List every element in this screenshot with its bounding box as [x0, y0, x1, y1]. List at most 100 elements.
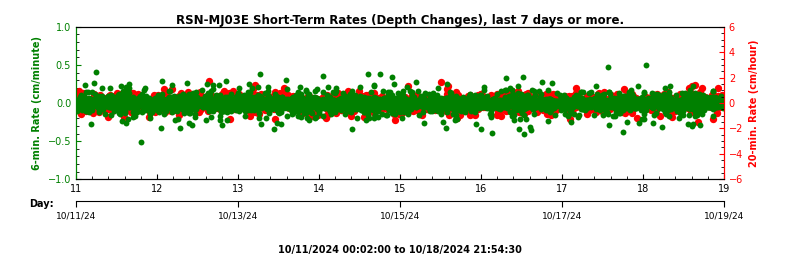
Point — [250, 99, 263, 103]
Point — [138, 100, 151, 104]
Point — [216, 104, 229, 109]
Point — [104, 95, 117, 99]
Point — [593, 105, 606, 109]
Point — [646, 100, 658, 104]
Point — [125, 99, 138, 103]
Point — [300, 101, 313, 105]
Point — [377, 100, 390, 104]
Point — [626, 104, 638, 108]
Point — [529, 103, 542, 107]
Point — [142, 101, 154, 105]
Point — [710, 104, 723, 108]
Point — [128, 102, 141, 106]
Point — [630, 102, 642, 106]
Point — [587, 113, 600, 117]
Point — [486, 97, 499, 101]
Point — [607, 98, 620, 102]
Point — [524, 103, 537, 107]
Point — [533, 98, 546, 102]
Point — [671, 109, 684, 113]
Point — [233, 100, 246, 104]
Point — [586, 101, 599, 105]
Point — [445, 103, 458, 108]
Point — [307, 95, 320, 99]
Point — [362, 101, 375, 105]
Point — [102, 101, 115, 105]
Point — [585, 99, 598, 103]
Point — [686, 99, 698, 103]
Point — [197, 100, 210, 104]
Point — [286, 102, 299, 106]
Point — [644, 100, 657, 104]
Point — [520, 99, 533, 103]
Point — [159, 94, 172, 99]
Point — [346, 100, 359, 104]
Point — [479, 99, 492, 103]
Point — [435, 110, 448, 114]
Point — [507, 105, 520, 109]
Point — [78, 83, 91, 87]
Point — [375, 101, 388, 105]
Point — [382, 104, 395, 108]
Point — [702, 103, 715, 107]
Point — [378, 102, 391, 106]
Point — [375, 108, 388, 112]
Point — [700, 99, 713, 103]
Point — [450, 100, 463, 104]
Point — [454, 97, 467, 101]
Point — [262, 102, 274, 106]
Point — [543, 104, 556, 108]
Point — [305, 102, 318, 106]
Point — [397, 93, 410, 97]
Point — [146, 98, 158, 102]
Point — [463, 101, 476, 105]
Point — [635, 102, 648, 106]
Point — [524, 103, 537, 107]
Point — [74, 100, 87, 104]
Point — [73, 99, 86, 103]
Point — [674, 101, 687, 105]
Point — [199, 101, 212, 105]
Point — [333, 96, 346, 100]
Point — [622, 100, 635, 104]
Point — [666, 105, 678, 109]
Point — [190, 101, 202, 105]
Point — [126, 102, 139, 106]
Point — [327, 101, 340, 105]
Point — [499, 100, 512, 104]
Point — [185, 102, 198, 106]
Point — [70, 108, 83, 112]
Point — [103, 101, 116, 105]
Point — [498, 99, 510, 103]
Point — [689, 101, 702, 105]
Point — [348, 100, 361, 104]
Point — [457, 101, 470, 105]
Point — [474, 92, 487, 96]
Point — [215, 123, 228, 127]
Point — [590, 83, 603, 88]
Point — [243, 101, 256, 105]
Point — [154, 102, 166, 106]
Point — [650, 103, 662, 108]
Point — [538, 99, 550, 103]
Point — [277, 101, 290, 105]
Point — [116, 101, 129, 105]
Point — [92, 104, 105, 109]
Point — [706, 92, 719, 96]
Point — [125, 98, 138, 102]
Point — [321, 102, 334, 106]
Point — [550, 103, 562, 107]
Point — [607, 103, 620, 107]
Point — [154, 99, 166, 103]
Point — [346, 105, 359, 109]
Point — [257, 102, 270, 106]
Point — [269, 101, 282, 105]
Point — [129, 100, 142, 104]
Point — [525, 104, 538, 109]
Point — [264, 101, 277, 105]
Point — [140, 95, 153, 99]
Point — [190, 98, 202, 102]
Point — [96, 103, 109, 107]
Point — [230, 96, 242, 100]
Point — [383, 94, 396, 98]
